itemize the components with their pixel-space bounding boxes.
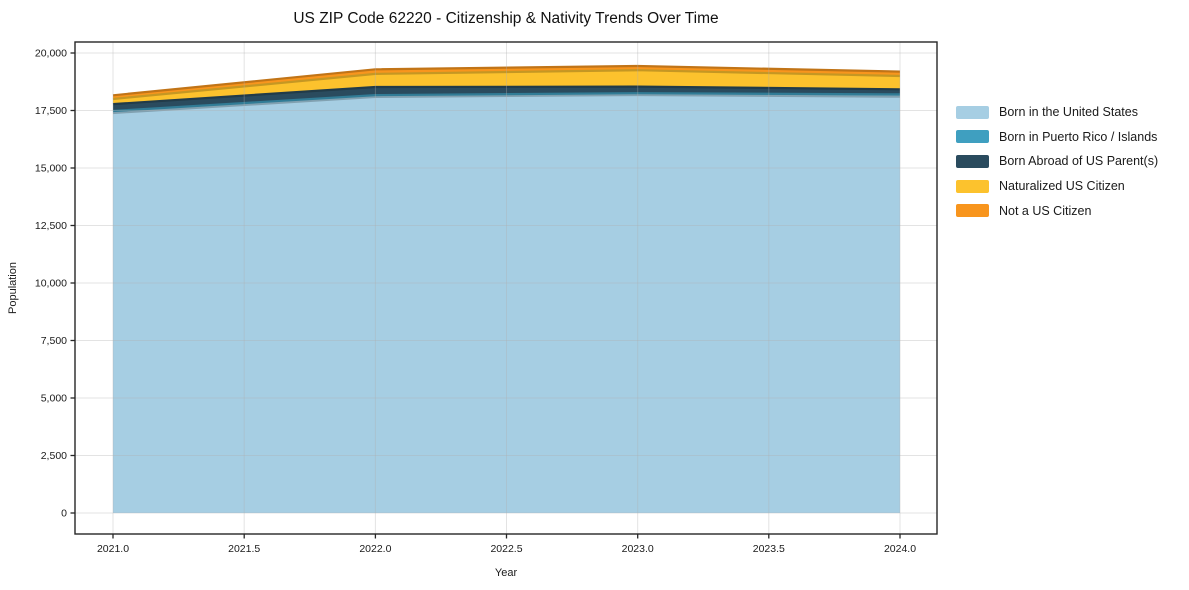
legend-label: Born in the United States — [999, 105, 1138, 120]
x-tick-label: 2024.0 — [884, 543, 916, 555]
x-tick-label: 2023.0 — [622, 543, 654, 555]
area-series-3 — [113, 70, 900, 105]
y-tick-label: 7,500 — [41, 335, 67, 347]
x-tick-label: 2022.0 — [359, 543, 391, 555]
legend-label: Born in Puerto Rico / Islands — [999, 129, 1158, 144]
legend-item: Born in Puerto Rico / Islands — [956, 125, 1158, 150]
legend-swatch-icon — [956, 154, 989, 168]
area-edge-3 — [112, 69, 901, 101]
legend-swatch-icon — [956, 204, 989, 218]
y-tick-label: 17,500 — [35, 105, 67, 117]
legend-label: Born Abroad of US Parent(s) — [999, 154, 1159, 169]
x-tick-label: 2022.5 — [490, 543, 522, 555]
y-tick-label: 20,000 — [35, 48, 67, 60]
y-tick-label: 15,000 — [35, 163, 67, 175]
x-tick-label: 2021.5 — [228, 543, 260, 555]
legend-swatch-icon — [956, 105, 989, 119]
x-tick-label: 2023.5 — [753, 543, 785, 555]
y-tick-label: 5,000 — [41, 393, 67, 405]
area-edge-4 — [112, 64, 901, 97]
area-edges — [112, 64, 901, 115]
legend-label: Not a US Citizen — [999, 203, 1092, 218]
x-tick-labels: 2021.0 2021.5 2022.0 2022.5 2023.0 2023.5 2024… — [97, 543, 916, 555]
x-tick-label: 2021.0 — [97, 543, 129, 555]
legend-item: Born in the United States — [956, 100, 1158, 125]
axis-ticks — [70, 52, 901, 539]
area-edge-0 — [112, 93, 901, 115]
area-edge-2 — [112, 85, 901, 106]
y-tick-label: 0 — [61, 508, 67, 520]
gridlines — [75, 42, 937, 534]
y-tick-label: 2,500 — [41, 450, 67, 462]
legend-item: Not a US Citizen — [956, 198, 1158, 223]
legend: Born in the United States Born in Puerto … — [956, 100, 1158, 223]
area-series-0 — [113, 95, 900, 513]
y-tick-labels: 0 2,500 5,000 7,500 10,000 12,500 15,000 17,500… — [35, 48, 67, 520]
legend-item: Born Abroad of US Parent(s) — [956, 149, 1158, 174]
area-edge-1 — [112, 92, 901, 113]
legend-swatch-icon — [956, 179, 989, 193]
legend-swatch-icon — [956, 130, 989, 144]
legend-item: Naturalized US Citizen — [956, 174, 1158, 199]
y-axis-label: Population — [7, 262, 19, 314]
x-axis-label: Year — [495, 567, 518, 579]
y-tick-label: 12,500 — [35, 220, 67, 232]
legend-label: Naturalized US Citizen — [999, 179, 1125, 194]
area-series-4 — [113, 66, 900, 99]
chart-title: US ZIP Code 62220 - Citizenship & Nativi… — [293, 10, 718, 27]
y-tick-label: 10,000 — [35, 278, 67, 290]
